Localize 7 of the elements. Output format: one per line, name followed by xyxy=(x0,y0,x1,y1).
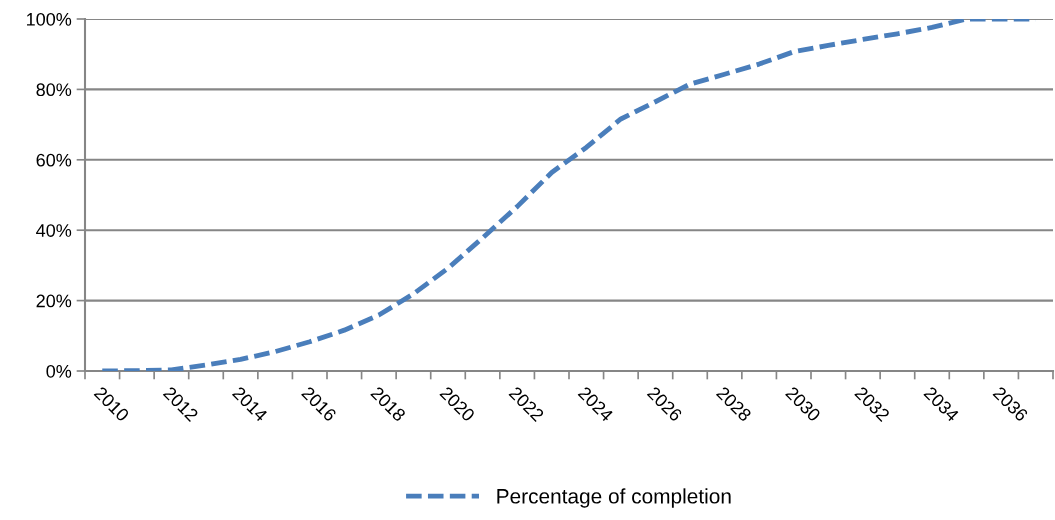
y-tick-label: 40% xyxy=(36,224,72,237)
y-tick-label: 80% xyxy=(36,83,72,97)
legend-label: Percentage of completion xyxy=(497,488,731,508)
y-tick-label: 100% xyxy=(27,12,72,26)
y-tick-label: 60% xyxy=(36,153,72,167)
y-tick-label: 20% xyxy=(36,294,72,308)
y-tick-label: 0% xyxy=(46,364,72,378)
